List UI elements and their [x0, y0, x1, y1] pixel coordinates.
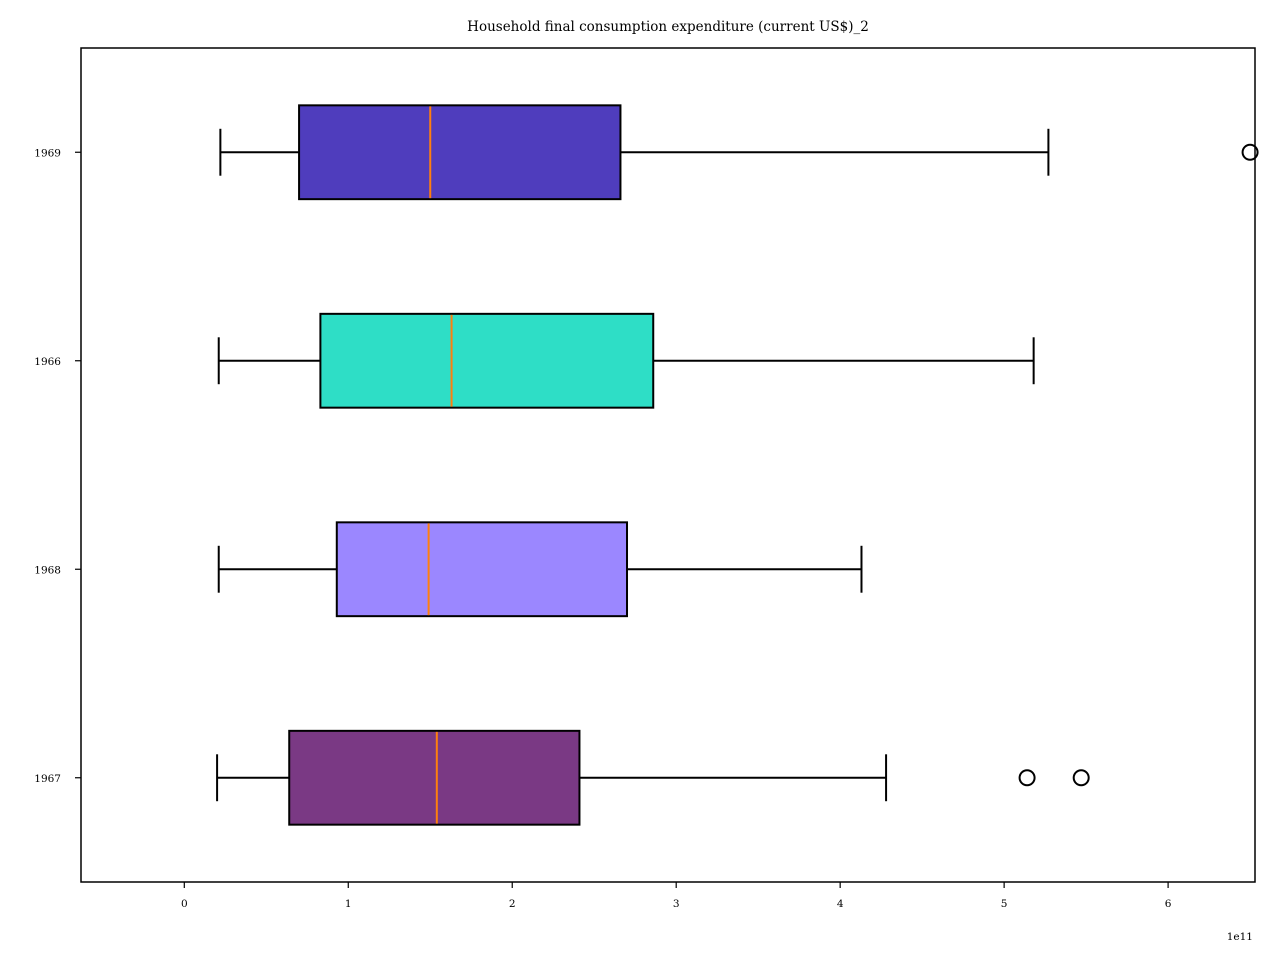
- box-1966: [319, 312, 655, 409]
- x-tick-label-2: 2: [509, 898, 516, 910]
- box-1969: [298, 104, 622, 201]
- x-axis: 0 1 2 3 4 5 6: [181, 882, 1172, 910]
- x-tick-label-4: 4: [837, 898, 844, 910]
- y-tick-label-1966: 1966: [34, 356, 61, 368]
- x-axis-offset-label: 1e11: [1227, 931, 1253, 943]
- box-group-1967: [216, 729, 1090, 826]
- box-group-1969: [219, 104, 1259, 201]
- flier-1967-1: [1018, 769, 1036, 787]
- x-tick-label-1: 1: [345, 898, 352, 910]
- x-tick-label-5: 5: [1001, 898, 1008, 910]
- plot-frame: [80, 47, 1256, 883]
- y-tick-label-1969: 1969: [34, 147, 61, 159]
- plot-marks: [216, 104, 1259, 826]
- y-axis: 1967 1968 1966 1969: [34, 147, 81, 785]
- box-group-1968: [217, 521, 863, 618]
- box-group-1966: [217, 312, 1035, 409]
- flier-1967-2: [1072, 769, 1090, 787]
- y-tick-label-1968: 1968: [34, 564, 61, 576]
- box-1967: [288, 729, 581, 826]
- chart-title: Household final consumption expenditure …: [467, 19, 869, 35]
- x-tick-label-6: 6: [1165, 898, 1172, 910]
- y-tick-label-1967: 1967: [34, 773, 61, 785]
- x-tick-label-3: 3: [673, 898, 680, 910]
- x-tick-label-0: 0: [181, 898, 188, 910]
- flier-1969-1: [1241, 143, 1259, 161]
- box-1968: [335, 521, 629, 618]
